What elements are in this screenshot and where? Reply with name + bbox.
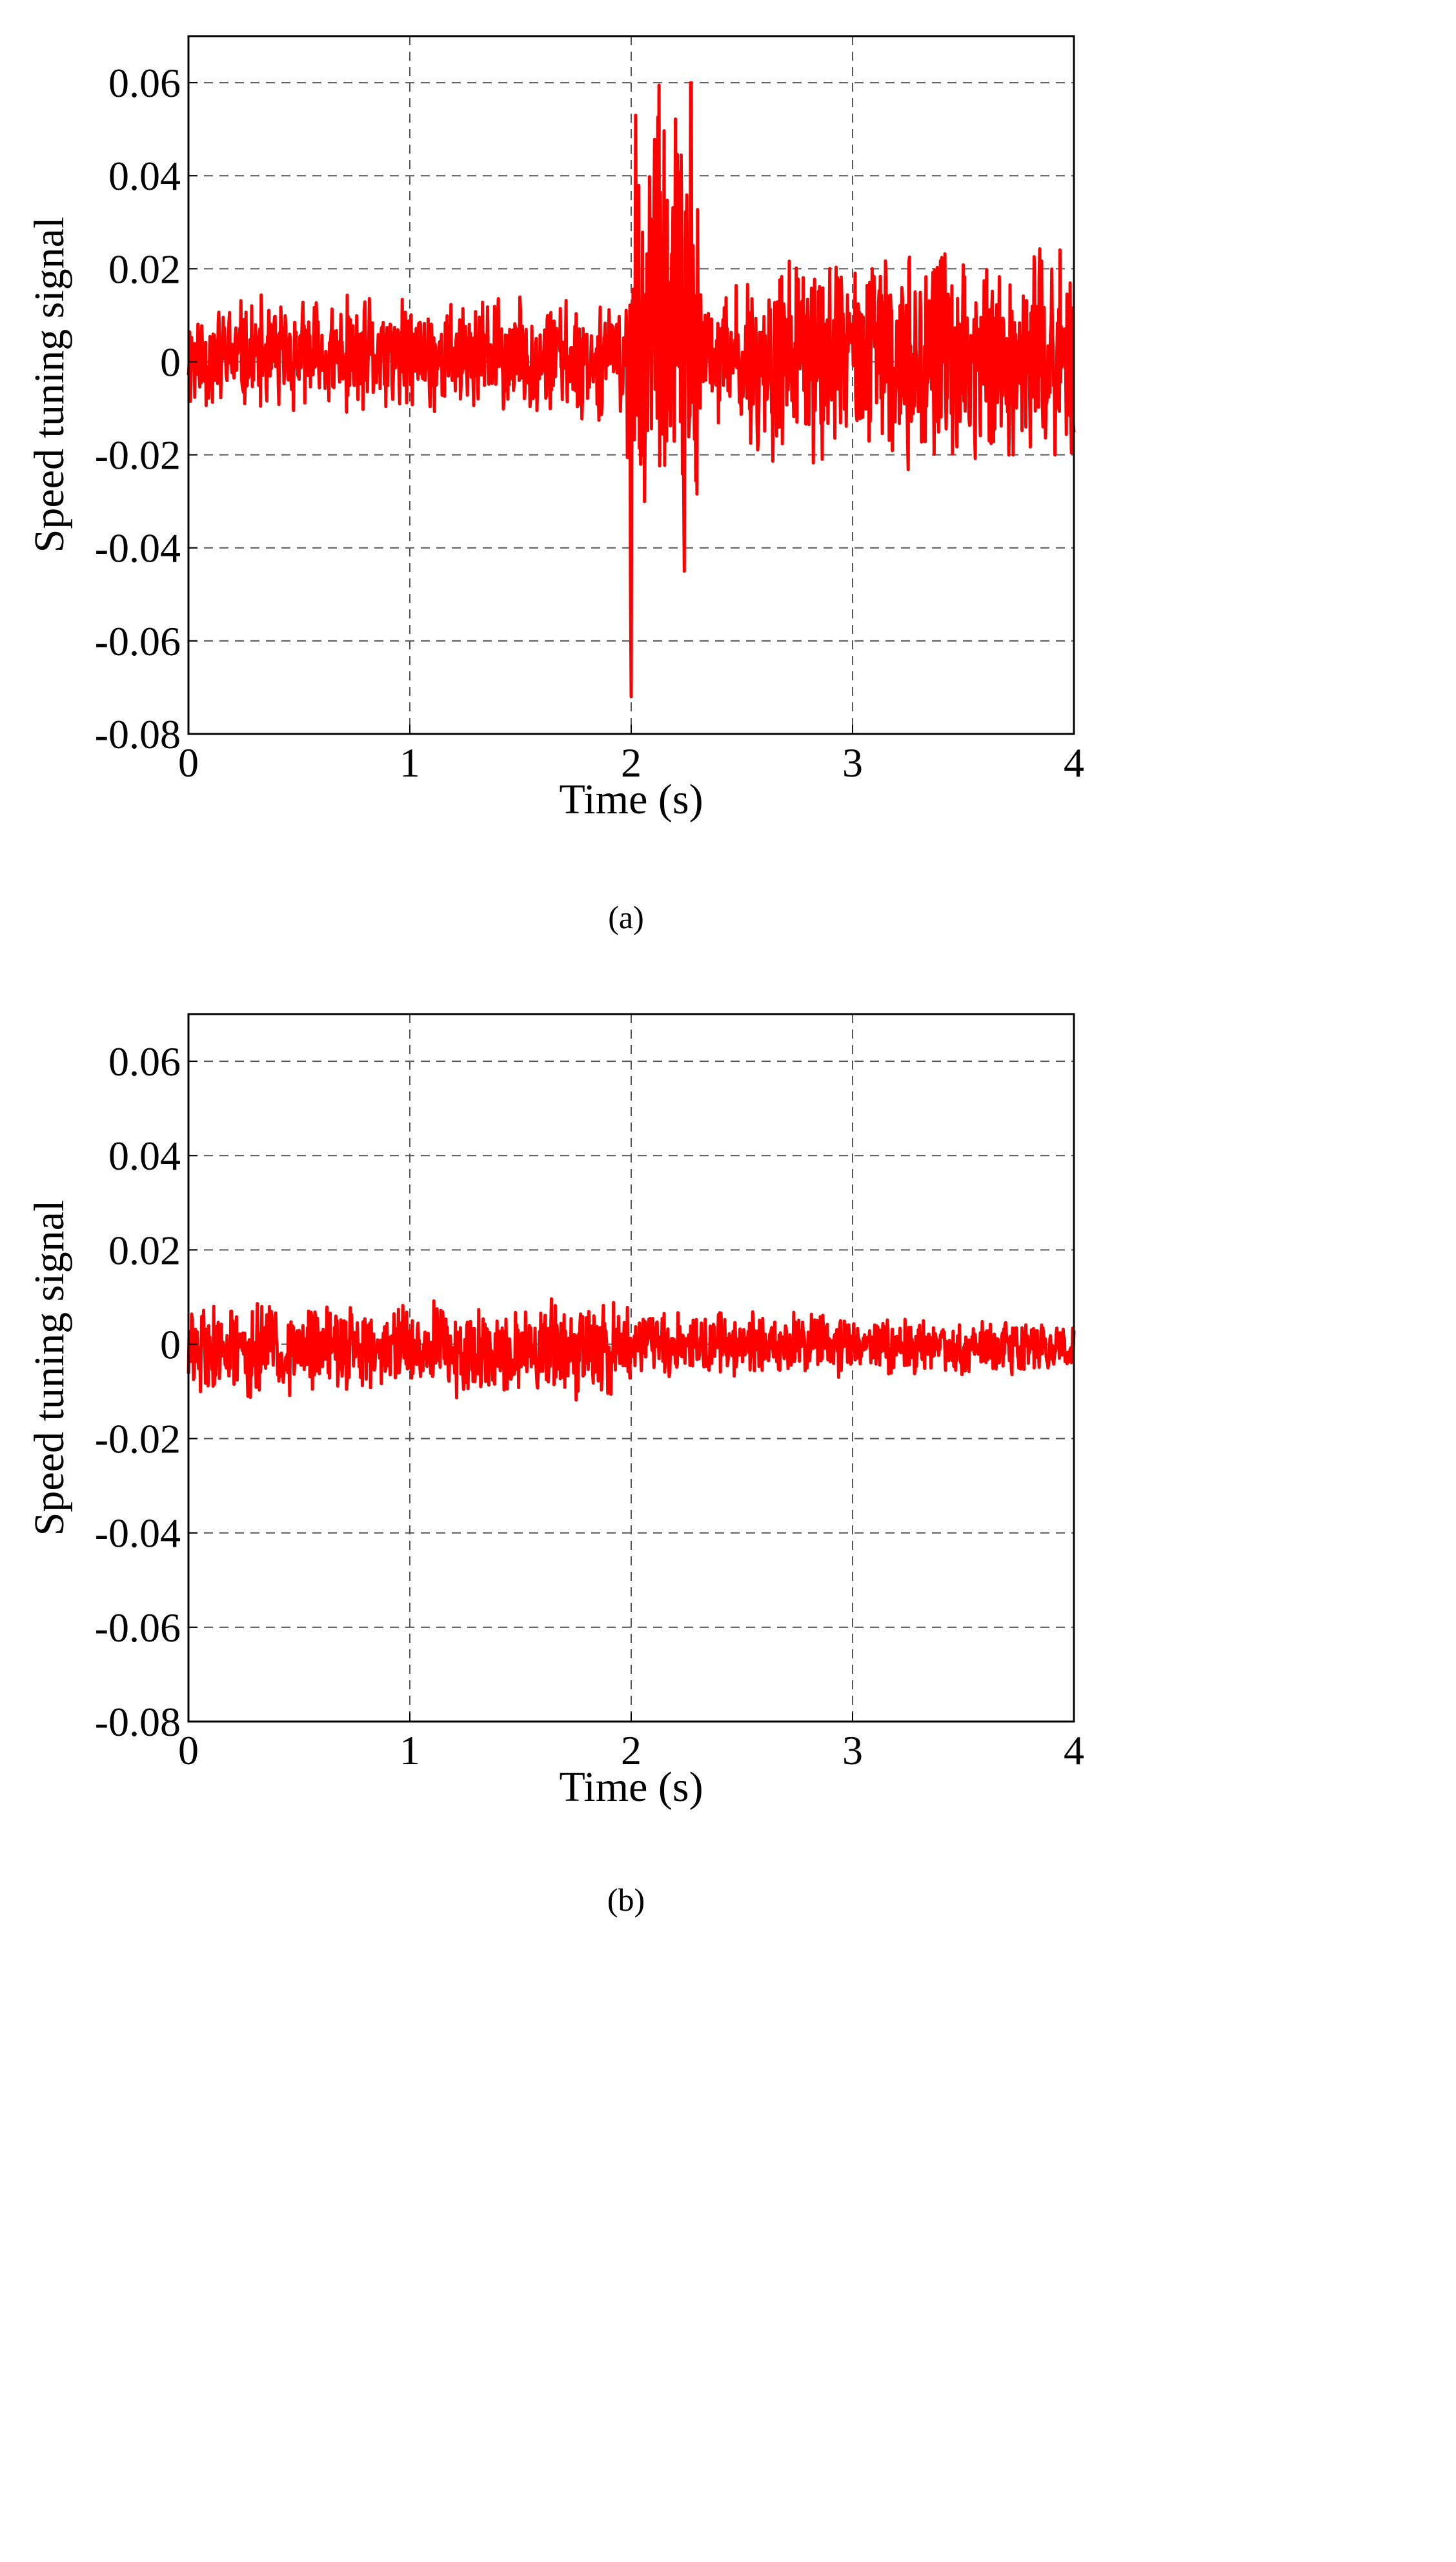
- chart-b-y-tick-label: 0: [160, 1321, 181, 1367]
- chart-a-y-axis-label: Speed tuning signal: [26, 217, 73, 553]
- chart-b-y-tick-label: -0.06: [95, 1605, 181, 1651]
- chart-b-signal-line: [187, 1297, 1076, 1402]
- chart-a-x-tick-label: 4: [1064, 740, 1084, 786]
- chart-b-y-tick-label: -0.04: [95, 1510, 181, 1556]
- chart-a-signal-line: [187, 81, 1076, 698]
- chart-a-y-tick-label: 0.02: [108, 246, 181, 292]
- chart-b-y-tick-label: 0.04: [108, 1133, 181, 1179]
- chart-a-x-tick-label: 1: [399, 740, 420, 786]
- chart-b-y-tick-label: -0.08: [95, 1699, 181, 1745]
- chart-a-caption: (a): [608, 899, 644, 935]
- chart-a-y-tick-label: -0.04: [95, 525, 181, 571]
- chart-b-y-tick-label: -0.02: [95, 1416, 181, 1462]
- chart-a-x-tick-label: 3: [842, 740, 863, 786]
- chart-b-caption: (b): [607, 1882, 645, 1918]
- chart-a-y-tick-label: 0: [160, 339, 181, 385]
- chart-b-x-tick-label: 0: [178, 1727, 199, 1773]
- chart-a-y-tick-label: -0.06: [95, 618, 181, 664]
- chart-b-x-tick-label: 3: [842, 1727, 863, 1773]
- chart-a-y-ticks: -0.08 -0.06 -0.04 -0.02 0 0.02 0.04 0.06: [95, 60, 197, 757]
- chart-b-y-ticks: -0.08 -0.06 -0.04 -0.02 0 0.02 0.04 0.06: [95, 1039, 197, 1745]
- chart-a-x-tick-label: 2: [621, 740, 642, 786]
- chart-b-x-tick-label: 2: [621, 1727, 642, 1773]
- chart-a-y-tick-label: -0.08: [95, 711, 181, 757]
- chart-b-x-axis-label: Time (s): [559, 1764, 703, 1811]
- chart-a-x-axis-label: Time (s): [559, 776, 703, 823]
- chart-a-signal-group: [187, 81, 1076, 698]
- chart-a-x-tick-label: 0: [178, 740, 199, 786]
- chart-a-x-ticks: 0 1 2 3 4: [178, 725, 1084, 786]
- chart-b-x-ticks: 0 1 2 3 4: [178, 1713, 1084, 1773]
- chart-a-y-tick-label: -0.02: [95, 432, 181, 478]
- chart-b-y-tick-label: 0.06: [108, 1039, 181, 1084]
- chart-a-y-tick-label: 0.06: [108, 60, 181, 106]
- chart-b-x-tick-label: 4: [1064, 1727, 1084, 1773]
- chart-b-x-tick-label: 1: [399, 1727, 420, 1773]
- chart-b-signal-group: [187, 1297, 1076, 1402]
- chart-b-y-axis-label: Speed tuning signal: [26, 1200, 73, 1536]
- chart-b-y-tick-label: 0.02: [108, 1227, 181, 1273]
- chart-a-y-tick-label: 0.04: [108, 153, 181, 199]
